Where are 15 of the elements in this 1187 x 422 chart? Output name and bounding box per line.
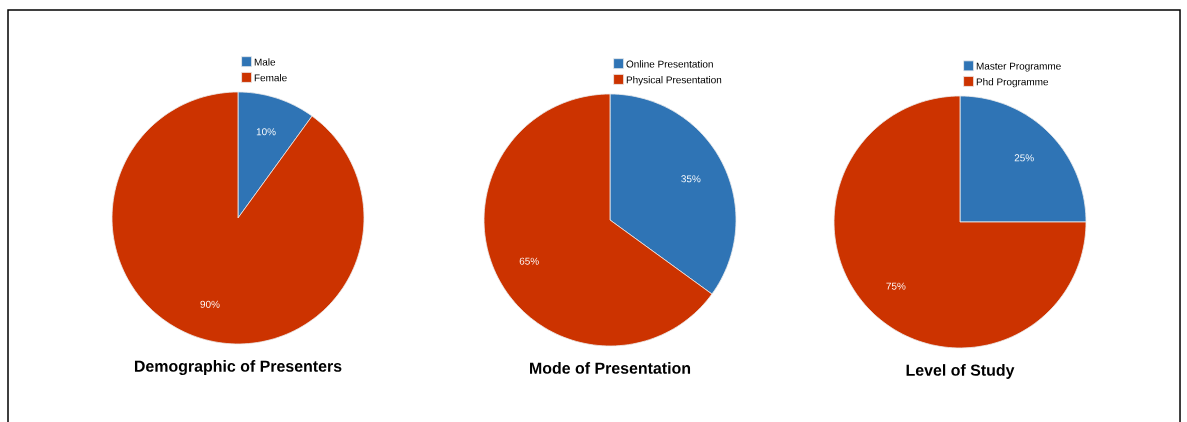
data-label: 35% (681, 175, 701, 183)
data-label: 10% (256, 128, 276, 136)
legend-label: Female (254, 74, 287, 82)
legend-label: Master Programme (976, 62, 1061, 72)
data-label: 90% (200, 300, 220, 308)
legend-label: Male (254, 58, 276, 66)
text: Demographic of Presenters (134, 360, 342, 376)
legend-label: Physical Presentation (626, 76, 722, 86)
data-label: 75% (886, 282, 906, 290)
legend-label: Phd Programme (976, 78, 1049, 88)
data-label: 65% (519, 257, 539, 265)
legend-label: Online Presentation (626, 60, 713, 68)
text: Mode of Presentation (530, 362, 691, 374)
text: Level of Study (906, 364, 1015, 379)
data-label: 25% (1014, 154, 1034, 162)
